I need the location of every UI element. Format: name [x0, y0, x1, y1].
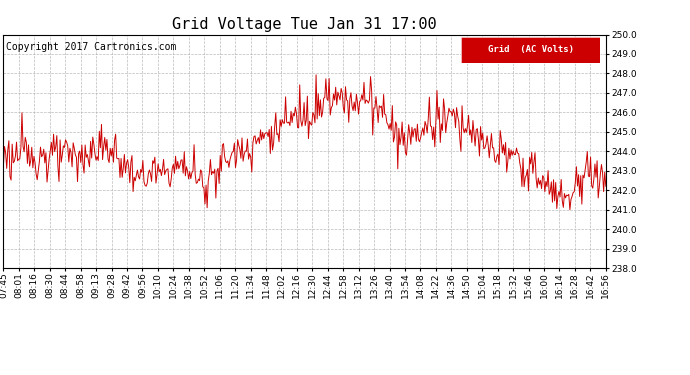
Text: Copyright 2017 Cartronics.com: Copyright 2017 Cartronics.com — [6, 42, 177, 51]
Title: Grid Voltage Tue Jan 31 17:00: Grid Voltage Tue Jan 31 17:00 — [172, 17, 437, 32]
